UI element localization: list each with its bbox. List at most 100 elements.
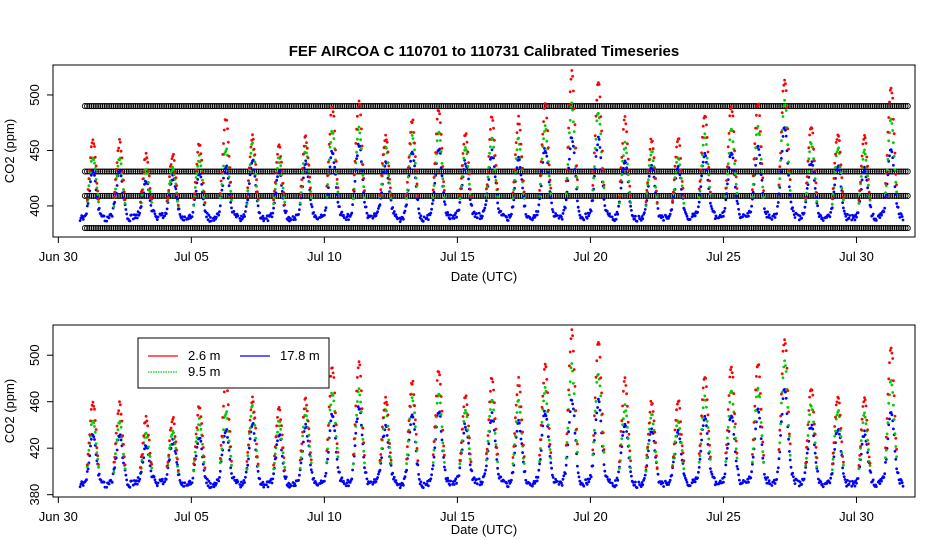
point-9.5m — [758, 133, 761, 136]
point-2.6m — [443, 189, 446, 192]
point-17.8m — [562, 212, 565, 215]
point-2.6m — [628, 185, 631, 188]
point-17.8m — [516, 430, 519, 433]
point-17.8m — [686, 215, 689, 218]
point-2.6m — [778, 184, 781, 187]
point-9.5m — [814, 177, 817, 180]
point-17.8m — [576, 200, 579, 203]
point-17.8m — [238, 217, 241, 220]
point-2.6m — [594, 134, 597, 137]
point-2.6m — [433, 162, 436, 165]
point-2.6m — [142, 434, 145, 437]
point-9.5m — [887, 158, 890, 161]
point-17.8m — [537, 476, 540, 479]
point-17.8m — [603, 204, 606, 207]
point-17.8m — [902, 219, 905, 222]
point-9.5m — [832, 193, 835, 196]
point-17.8m — [221, 454, 224, 457]
point-17.8m — [304, 159, 307, 162]
point-2.6m — [141, 453, 144, 456]
point-17.8m — [166, 473, 169, 476]
point-9.5m — [141, 194, 144, 197]
point-17.8m — [778, 192, 781, 195]
point-9.5m — [201, 443, 204, 446]
point-2.6m — [487, 170, 490, 173]
point-9.5m — [726, 437, 729, 440]
point-9.5m — [114, 452, 117, 455]
point-2.6m — [116, 161, 119, 164]
point-9.5m — [414, 425, 417, 428]
point-17.8m — [276, 439, 279, 442]
point-17.8m — [724, 473, 727, 476]
point-2.6m — [574, 123, 577, 126]
point-9.5m — [891, 122, 894, 125]
point-9.5m — [283, 201, 286, 204]
point-9.5m — [645, 456, 648, 459]
point-17.8m — [134, 483, 137, 486]
point-17.8m — [218, 210, 221, 213]
point-2.6m — [730, 105, 733, 108]
point-9.5m — [487, 176, 490, 179]
point-17.8m — [429, 477, 432, 480]
point-9.5m — [278, 161, 281, 164]
point-2.6m — [653, 167, 656, 170]
point-9.5m — [352, 197, 355, 200]
point-17.8m — [342, 480, 345, 483]
point-2.6m — [382, 153, 385, 156]
point-9.5m — [783, 99, 786, 102]
point-17.8m — [697, 205, 700, 208]
point-9.5m — [544, 386, 547, 389]
point-9.5m — [380, 447, 383, 450]
point-17.8m — [774, 216, 777, 219]
point-9.5m — [116, 174, 119, 177]
point-17.8m — [222, 441, 225, 444]
point-2.6m — [247, 179, 250, 182]
point-2.6m — [814, 169, 817, 172]
point-17.8m — [93, 174, 96, 177]
point-17.8m — [545, 414, 548, 417]
point-17.8m — [341, 211, 344, 214]
point-2.6m — [754, 127, 757, 130]
point-9.5m — [116, 438, 119, 441]
point-2.6m — [833, 177, 836, 180]
point-9.5m — [282, 187, 285, 190]
point-9.5m — [566, 441, 569, 444]
point-2.6m — [864, 136, 867, 139]
point-2.6m — [357, 106, 360, 109]
point-2.6m — [805, 182, 808, 185]
point-17.8m — [157, 216, 160, 219]
point-9.5m — [515, 420, 518, 423]
point-9.5m — [547, 160, 550, 163]
point-9.5m — [788, 435, 791, 438]
point-2.6m — [334, 149, 337, 152]
point-2.6m — [94, 156, 97, 159]
point-2.6m — [834, 153, 837, 156]
point-2.6m — [246, 186, 249, 189]
point-17.8m — [413, 428, 416, 431]
point-9.5m — [390, 197, 393, 200]
point-17.8m — [599, 420, 602, 423]
point-2.6m — [699, 169, 702, 172]
point-17.8m — [361, 434, 364, 437]
point-17.8m — [549, 461, 552, 464]
point-17.8m — [205, 482, 208, 485]
point-17.8m — [476, 482, 479, 485]
point-17.8m — [838, 433, 841, 436]
point-17.8m — [454, 477, 457, 480]
point-9.5m — [489, 145, 492, 148]
point-9.5m — [388, 182, 391, 185]
point-2.6m — [148, 439, 151, 442]
point-17.8m — [883, 207, 886, 210]
point-17.8m — [462, 168, 465, 171]
point-2.6m — [175, 184, 178, 187]
point-17.8m — [323, 480, 326, 483]
point-17.8m — [702, 424, 705, 427]
point-17.8m — [244, 210, 247, 213]
point-17.8m — [449, 218, 452, 221]
point-17.8m — [455, 216, 458, 219]
point-17.8m — [869, 471, 872, 474]
point-9.5m — [595, 119, 598, 122]
point-17.8m — [476, 216, 479, 219]
point-2.6m — [204, 466, 207, 469]
point-9.5m — [88, 449, 91, 452]
